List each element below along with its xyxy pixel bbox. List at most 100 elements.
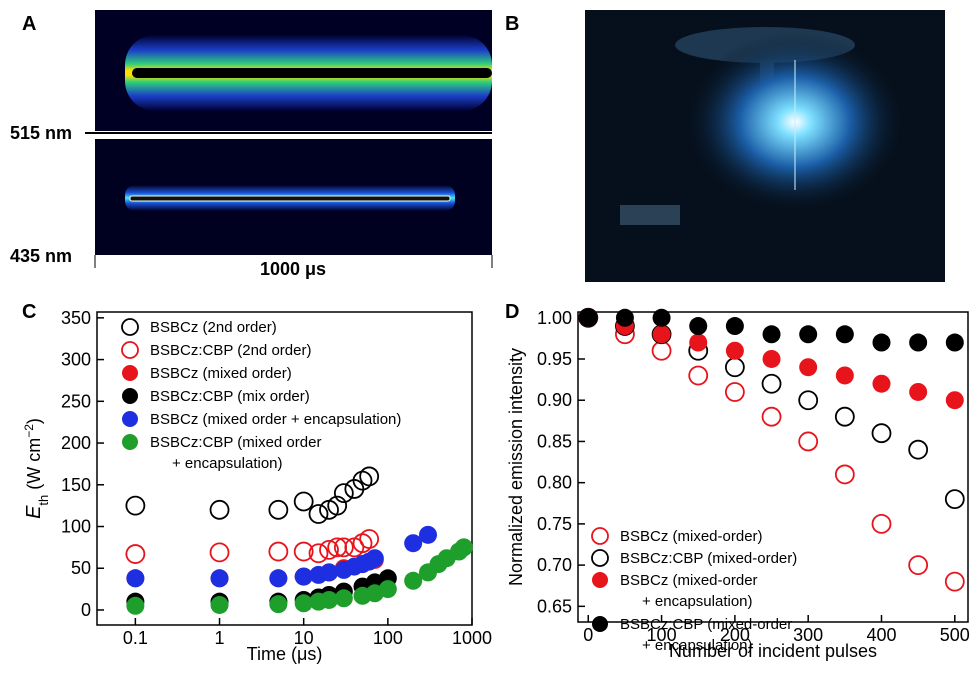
panel-label: D <box>505 301 519 323</box>
legend-marker <box>592 616 608 632</box>
legend-marker <box>122 411 138 427</box>
x-tick-label: 1 <box>215 628 225 648</box>
y-axis-label-part: th <box>36 495 51 506</box>
legend-marker <box>122 388 138 404</box>
panel-label: C <box>22 301 36 323</box>
x-tick-label: 500 <box>940 625 970 645</box>
data-point <box>209 499 230 520</box>
data-point <box>293 541 314 562</box>
wavelength-label: 515 nm <box>10 123 72 143</box>
data-point <box>871 513 892 534</box>
y-tick-label: 0.80 <box>537 473 572 493</box>
data-point <box>761 373 782 394</box>
y-axis-label-part: (W cm <box>24 438 44 495</box>
data-point <box>834 464 855 485</box>
y-tick-label: 0.70 <box>537 555 572 575</box>
plot-frame <box>577 311 969 623</box>
panel-label: A <box>22 13 36 35</box>
x-tick-label: 100 <box>647 625 677 645</box>
legend-marker <box>592 572 608 588</box>
data-point <box>404 571 423 590</box>
data-point <box>294 594 313 613</box>
data-point <box>908 439 929 460</box>
data-point <box>652 308 671 327</box>
data-point <box>761 406 782 427</box>
y-axis-label: Normalized emission intensity <box>506 348 526 586</box>
data-point <box>872 374 891 393</box>
x-tick-label: 300 <box>793 625 823 645</box>
legend-label: BSBCz (mixed-order + encapsulation) <box>620 572 758 610</box>
data-point <box>579 308 598 327</box>
x-tick-label: 200 <box>720 625 750 645</box>
data-point <box>319 539 339 560</box>
legend-line: + encapsulation) <box>642 593 753 610</box>
data-point <box>125 495 146 516</box>
data-point <box>689 333 708 352</box>
data-point <box>334 589 353 608</box>
data-point <box>359 466 380 487</box>
legend-line: BSBCz (mixed-order <box>620 572 758 589</box>
data-point <box>651 340 672 361</box>
legend-line: BSBCz:CBP (mixed-order <box>620 616 792 633</box>
data-point <box>269 595 288 614</box>
legend-line: + encapsulation) <box>642 637 753 654</box>
y-tick-label: 0 <box>81 600 91 620</box>
data-point <box>689 317 708 336</box>
panel-b: B <box>505 10 945 282</box>
data-point <box>724 357 745 378</box>
y-tick-label: 300 <box>61 350 91 370</box>
data-point <box>909 382 928 401</box>
y-tick-label: 1.00 <box>537 308 572 328</box>
data-point <box>125 544 146 564</box>
x-tick-label: 0.1 <box>123 628 148 648</box>
data-point <box>209 542 230 563</box>
data-point <box>333 483 354 504</box>
data-point <box>944 489 965 510</box>
legend-label: BSBCz:CBP (mixed-order + encapsulation) <box>620 616 792 654</box>
photo-detail <box>620 205 680 225</box>
data-point <box>652 325 671 344</box>
data-point <box>404 534 423 553</box>
data-point <box>365 549 384 568</box>
y-tick-label: 0.90 <box>537 390 572 410</box>
x-tick-label: 1000 <box>452 628 492 648</box>
data-point <box>725 317 744 336</box>
time-span-label: 1000 μs <box>260 259 326 279</box>
data-point <box>762 349 781 368</box>
legend-marker <box>122 365 138 381</box>
legend-label: BSBCz (2nd order) <box>150 319 277 336</box>
data-point <box>359 529 380 549</box>
wavelength-label: 435 nm <box>10 246 72 266</box>
data-point <box>269 569 288 588</box>
streak-core <box>129 195 451 202</box>
data-point <box>210 595 229 614</box>
data-point <box>724 382 745 402</box>
plot-frame <box>96 311 473 626</box>
y-axis-label-part: −2 <box>22 424 36 438</box>
data-point <box>944 571 965 592</box>
data-point <box>294 567 313 586</box>
data-point <box>725 341 744 360</box>
legend-marker <box>591 549 609 567</box>
data-point <box>308 504 329 524</box>
data-point <box>835 366 854 385</box>
y-tick-label: 100 <box>61 517 91 537</box>
data-point <box>320 590 339 609</box>
data-point <box>762 325 781 344</box>
y-tick-label: 350 <box>61 308 91 328</box>
data-point <box>799 358 818 377</box>
data-point <box>835 325 854 344</box>
y-axis-label-part: E <box>23 505 45 519</box>
y-axis-label: Eth (W cm−2) <box>22 418 51 519</box>
legend-label: BSBCz (mixed-order) <box>620 528 763 545</box>
y-tick-label: 0.65 <box>537 596 572 616</box>
data-point <box>293 491 314 512</box>
data-point <box>872 333 891 352</box>
data-point <box>308 543 329 564</box>
legend-label: BSBCz (mixed order) <box>150 365 292 382</box>
data-point <box>834 406 855 427</box>
legend-marker <box>122 434 138 450</box>
y-tick-label: 150 <box>61 475 91 495</box>
data-point <box>615 308 634 327</box>
